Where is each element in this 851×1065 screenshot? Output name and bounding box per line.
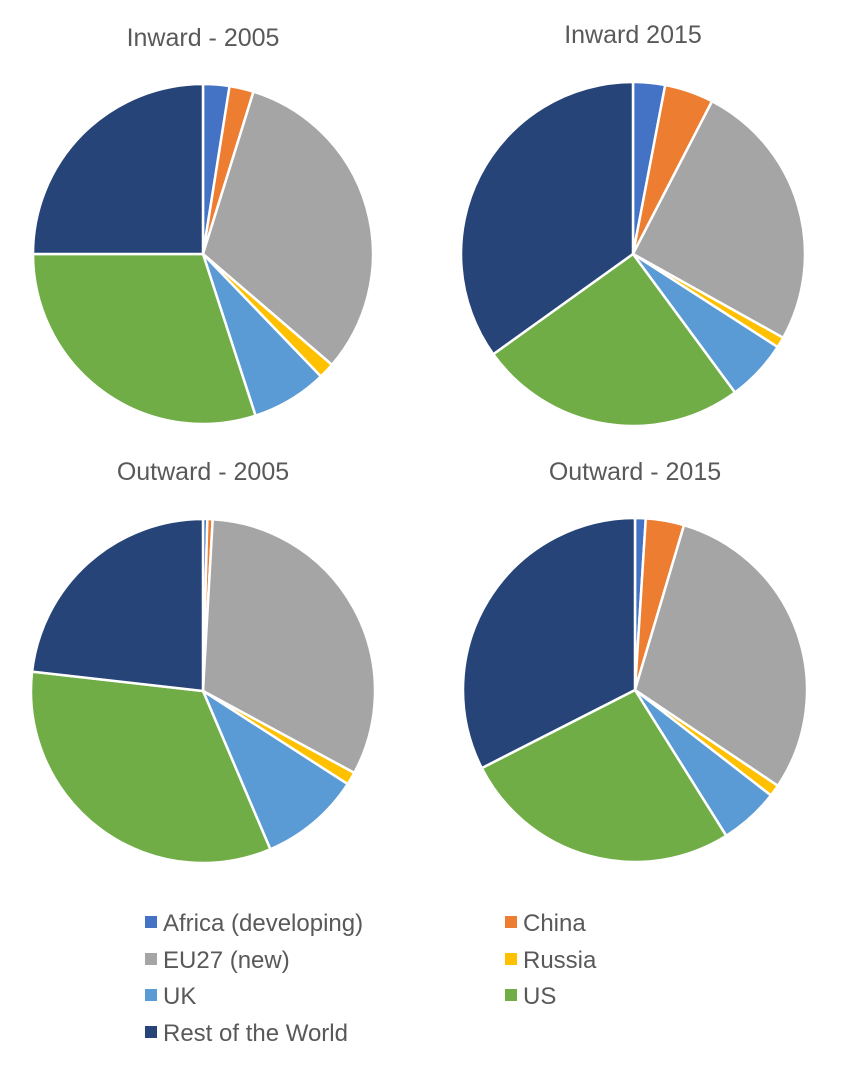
legend-item-russia: Russia [505,947,597,974]
pie-charts-group: Inward - 2005 Inward 2015 Outward - 2005 Ou… [29,21,809,865]
pie-slice-eu27-new [201,90,375,367]
chart-title: Outward - 2015 [549,458,721,486]
pie-chart-inward-2005: Inward - 2005 [31,24,375,426]
pie-slice-uk [201,689,349,851]
chart-title: Inward 2015 [564,21,702,49]
pie-slice-us [29,670,272,865]
pie-chart-outward-2015: Outward - 2015 [461,458,809,864]
legend-item-rest-of-the-world: Rest of the World [145,1020,348,1047]
legend-item-uk: UK [145,983,196,1010]
legend-item-us: US [505,983,556,1010]
legend-label: Africa (developing) [163,910,363,937]
chart-title: Outward - 2005 [117,458,289,486]
legend-label: EU27 (new) [163,947,290,974]
legend-swatch [505,989,517,1001]
legend-label: Russia [523,947,597,974]
pie-slice-eu27-new [201,518,377,775]
legend-swatch [145,916,157,928]
chart-title: Inward - 2005 [127,24,280,52]
legend-label: Rest of the World [163,1020,348,1047]
pie-slice-rest-of-the-world [459,80,635,356]
pie-slice-eu27-new [631,99,807,340]
legend-item-eu27-new: EU27 (new) [145,947,290,974]
pie-chart-outward-2005: Outward - 2005 [29,458,377,865]
legend-label: UK [163,983,196,1010]
legend-label: US [523,983,556,1010]
pie-slice-us [480,688,728,864]
legend-swatch [505,916,517,928]
pie-slice-rest-of-the-world [461,516,637,770]
pie-slice-eu27-new [633,523,809,788]
legend: Africa (developing) China EU27 (new) Russia… [145,910,597,1047]
legend-swatch [505,953,517,965]
legend-item-china: China [505,910,586,937]
pie-slice-us [491,252,737,428]
legend-swatch [145,989,157,1001]
pie-slice-us [31,252,257,426]
legend-label: China [523,910,586,937]
pie-slice-rest-of-the-world [31,82,205,256]
pie-slice-rest-of-the-world [30,517,205,693]
legend-swatch [145,1026,157,1038]
legend-swatch [145,953,157,965]
legend-item-africa-developing: Africa (developing) [145,910,363,937]
pie-chart-inward-2015: Inward 2015 [459,21,807,428]
